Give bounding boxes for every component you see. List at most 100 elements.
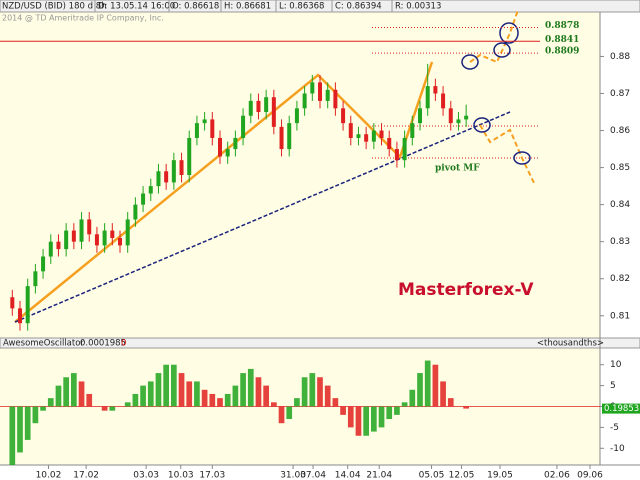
marker-circle [461, 54, 479, 70]
osc-bar [163, 364, 169, 407]
osc-bar [86, 393, 93, 407]
candle-body [148, 186, 153, 194]
y-tick-label: 0.85 [610, 163, 630, 173]
x-tick-label: 07.04 [300, 471, 326, 480]
candle-body [25, 286, 30, 324]
candle-body [94, 234, 99, 246]
info-field: R: 0.00313 [395, 2, 441, 12]
x-tick-label: 21.04 [366, 471, 392, 480]
info-field: NZD/USD (BID) 180 d 8h [2, 2, 107, 12]
candle-body [179, 160, 184, 175]
osc-bar [440, 381, 446, 407]
candle-body [425, 86, 430, 109]
osc-bar [194, 381, 200, 407]
y-tick-label: 0.88 [610, 52, 630, 62]
osc-bar [40, 406, 46, 411]
osc-bar [309, 373, 316, 407]
candle-body [464, 115, 469, 120]
osc-bar [363, 406, 369, 436]
osc-bar [432, 364, 439, 407]
osc-bar [55, 385, 62, 407]
candle-body [118, 237, 122, 246]
y-tick-label: 0.87 [610, 89, 630, 99]
osc-bar [278, 406, 285, 424]
candle-body [441, 93, 446, 109]
osc-bar [247, 368, 254, 407]
candle-body [210, 119, 215, 138]
candle-body [233, 137, 238, 150]
candle-body [271, 97, 276, 127]
osc-bar [109, 406, 116, 411]
marker-circle [473, 117, 491, 133]
candle-body [10, 297, 15, 309]
x-tick-label: 10.03 [168, 471, 194, 480]
candle-body [48, 241, 53, 257]
osc-bar [201, 389, 208, 407]
candle-body [256, 100, 261, 113]
osc-y-tick-label: 10 [610, 360, 622, 370]
candle-body [287, 123, 292, 150]
osc-bar [371, 406, 377, 432]
x-tick-label: 12.05 [449, 471, 475, 480]
osc-bar [394, 406, 400, 415]
candle-body [87, 219, 92, 235]
candle-body [18, 308, 22, 324]
watermark: 2014 @ TD Ameritrade IP Company, Inc. [2, 14, 164, 23]
osc-bar [424, 360, 431, 407]
level-label: 0.8878 [545, 21, 579, 31]
osc-bar [286, 406, 293, 420]
osc-bar [401, 402, 408, 407]
osc-bar [155, 373, 162, 407]
osc-bar [101, 406, 108, 411]
osc-bar [47, 398, 54, 407]
candle-body [202, 119, 207, 124]
candle-body [456, 119, 461, 124]
candle-body [364, 134, 369, 142]
osc-bar [271, 402, 277, 407]
level-label: 0.8841 [545, 35, 579, 45]
y-tick-label: 0.84 [610, 200, 630, 210]
marker-circle [493, 42, 511, 58]
x-tick-label: 09.06 [577, 471, 603, 480]
osc-bar [178, 373, 185, 407]
osc-bar [63, 377, 69, 407]
candle-body [171, 160, 176, 183]
osc-y-tick-label: -5 [610, 423, 619, 433]
candle-body [241, 115, 246, 138]
osc-bar [263, 385, 269, 407]
osc-bar [386, 406, 393, 420]
osc-bar [232, 385, 239, 407]
osc-bar [132, 393, 139, 407]
brand-label: Masterforex-V [398, 280, 534, 300]
info-field: D: 13.05.14 16:00 [98, 2, 175, 12]
oscillator-name: AwesomeOscillator [3, 339, 84, 349]
annotations [14, 9, 540, 323]
osc-bar [324, 385, 331, 407]
candle-body [164, 171, 169, 183]
candle-body [356, 134, 361, 138]
oscillator-units: <thousandths> [537, 339, 604, 349]
x-tick-label: 05.05 [419, 471, 445, 480]
candle-body [310, 82, 315, 94]
x-tick-label: 02.06 [544, 471, 570, 480]
candle-body [248, 100, 253, 116]
info-field: O: 0.86618 [172, 2, 219, 12]
osc-bar [24, 406, 31, 440]
osc-bar [147, 381, 154, 407]
x-tick-label: 19.05 [487, 471, 513, 480]
osc-bar [9, 406, 16, 465]
osc-bar [332, 398, 339, 407]
wave-line [14, 61, 434, 323]
osc-bar [417, 373, 423, 407]
candle-body [187, 137, 192, 175]
osc-bar [409, 389, 416, 407]
candle-body [141, 193, 146, 205]
marker-circle [499, 22, 519, 44]
osc-y-tick-label: 5 [610, 381, 616, 391]
forecast-down [479, 124, 536, 186]
candle-body [79, 219, 84, 242]
osc-y-tick-label: -10 [610, 444, 625, 454]
info-field: H: 0.86681 [224, 2, 271, 12]
y-tick-label: 0.82 [610, 274, 630, 284]
